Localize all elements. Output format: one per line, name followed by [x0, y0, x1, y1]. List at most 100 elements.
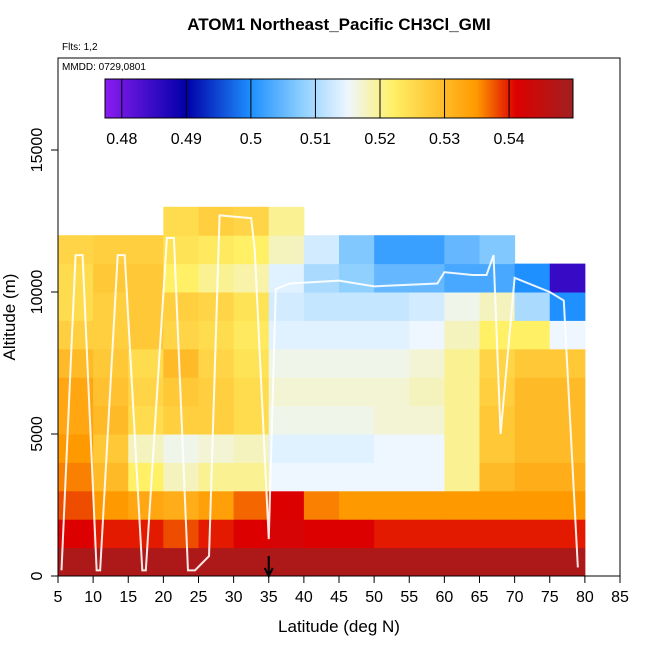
- heatmap-cell: [128, 292, 164, 321]
- heatmap-cell: [303, 235, 340, 265]
- heatmap-cell: [409, 434, 445, 463]
- x-tick-label: 70: [506, 589, 524, 606]
- x-tick-label: 30: [225, 589, 243, 606]
- heatmap-cell: [374, 519, 410, 549]
- heatmap-cell: [93, 547, 129, 577]
- x-tick-label: 85: [611, 589, 629, 606]
- heatmap-cell: [444, 320, 480, 350]
- colorbar-segment: [186, 79, 252, 118]
- heatmap-cell: [479, 235, 516, 265]
- heatmap-cell: [549, 320, 586, 350]
- heatmap-cell: [233, 263, 270, 293]
- colorbar-tick-label: 0.54: [494, 131, 525, 148]
- heatmap-cell: [303, 263, 340, 293]
- y-tick-label: 5000: [29, 416, 46, 452]
- heatmap-cell: [163, 292, 199, 321]
- x-tick-label: 55: [400, 589, 418, 606]
- heatmap-cell: [163, 320, 199, 350]
- heatmap-cell: [93, 462, 129, 492]
- heatmap-cell: [374, 348, 410, 378]
- x-tick-label: 40: [295, 589, 313, 606]
- heatmap-cell: [479, 377, 516, 407]
- heatmap-cell: [58, 405, 94, 435]
- colorbar-segment: [250, 79, 303, 118]
- heatmap-cell: [163, 547, 199, 577]
- heatmap-cell: [58, 547, 94, 577]
- x-tick-label: 75: [541, 589, 559, 606]
- heatmap-cell: [514, 292, 551, 321]
- heatmap-cell: [339, 547, 375, 577]
- x-tick-label: 45: [330, 589, 348, 606]
- heatmap-cell: [58, 292, 94, 321]
- heatmap-cell: [444, 519, 480, 549]
- x-axis-label: Latitude (deg N): [278, 617, 400, 636]
- heatmap-cell: [93, 263, 129, 293]
- x-tick-label: 80: [576, 589, 594, 606]
- colorbar-tick-label: 0.52: [364, 131, 395, 148]
- heatmap-cell: [163, 263, 199, 293]
- heatmap-cell: [549, 490, 586, 520]
- heatmap-cell: [163, 235, 199, 265]
- colorbar-segment: [347, 79, 394, 118]
- heatmap-cell: [374, 263, 410, 293]
- heatmap-cell: [409, 519, 445, 549]
- heatmap-cell: [303, 462, 340, 492]
- heatmap-cell: [268, 434, 305, 463]
- colorbar-tick-label: 0.5: [240, 131, 262, 148]
- colorbar-frame: [104, 78, 574, 119]
- heatmap-cell: [444, 490, 480, 520]
- heatmap-cell: [339, 263, 375, 293]
- colorbar-segment: [302, 79, 349, 118]
- heatmap-cell: [198, 490, 235, 520]
- heatmap-cell: [128, 490, 164, 520]
- x-tick-label: 35: [260, 589, 278, 606]
- heatmap-cell: [93, 320, 129, 350]
- y-tick-label: 10000: [29, 270, 46, 315]
- heatmap-cell: [198, 263, 235, 293]
- heatmap-cell: [339, 434, 375, 463]
- heatmap-cell: [93, 405, 129, 435]
- heatmap-cell: [374, 434, 410, 463]
- heatmap-cell: [479, 547, 516, 577]
- heatmap-cell: [163, 519, 199, 549]
- heatmap-cell: [514, 320, 551, 350]
- colorbar-segment: [392, 79, 478, 118]
- heatmap-cell: [374, 377, 410, 407]
- heatmap-cell: [233, 348, 270, 378]
- heatmap-cell: [409, 348, 445, 378]
- x-tick-label: 50: [365, 589, 383, 606]
- colorbar-tick-label: 0.53: [429, 131, 460, 148]
- heatmap-cell: [198, 377, 235, 407]
- heatmap-cell: [303, 377, 340, 407]
- heatmap-cell: [444, 348, 480, 378]
- heatmap-cell: [444, 405, 480, 435]
- heatmap-cell: [93, 434, 129, 463]
- heatmap-cell: [128, 235, 164, 265]
- heatmap-cell: [303, 434, 340, 463]
- heatmap-cell: [58, 320, 94, 350]
- heatmap-cell: [514, 263, 551, 293]
- heatmap-cell: [339, 320, 375, 350]
- heatmap-cell: [339, 490, 375, 520]
- x-tick-label: 5: [54, 589, 63, 606]
- heatmap-cell: [409, 462, 445, 492]
- heatmap-cell: [374, 547, 410, 577]
- heatmap-cell: [374, 462, 410, 492]
- x-tick-label: 10: [84, 589, 102, 606]
- colorbar-tick-label: 0.51: [300, 131, 331, 148]
- heatmap-cell: [479, 462, 516, 492]
- heatmap-cell: [339, 377, 375, 407]
- heatmap-cell: [198, 348, 235, 378]
- heatmap-cell: [374, 405, 410, 435]
- heatmap-cell: [339, 462, 375, 492]
- heatmap-cell: [128, 434, 164, 463]
- heatmap-cell: [58, 434, 94, 463]
- heatmap-cell: [303, 490, 340, 520]
- heatmap-cell: [374, 320, 410, 350]
- heatmap-cell: [374, 235, 410, 265]
- heatmap-cell: [374, 292, 410, 321]
- chart-title: ATOM1 Northeast_Pacific CH3Cl_GMI: [187, 15, 491, 34]
- heatmap-cell: [128, 519, 164, 549]
- heatmap-cell: [303, 519, 340, 549]
- colorbar-tick-label: 0.48: [106, 131, 137, 148]
